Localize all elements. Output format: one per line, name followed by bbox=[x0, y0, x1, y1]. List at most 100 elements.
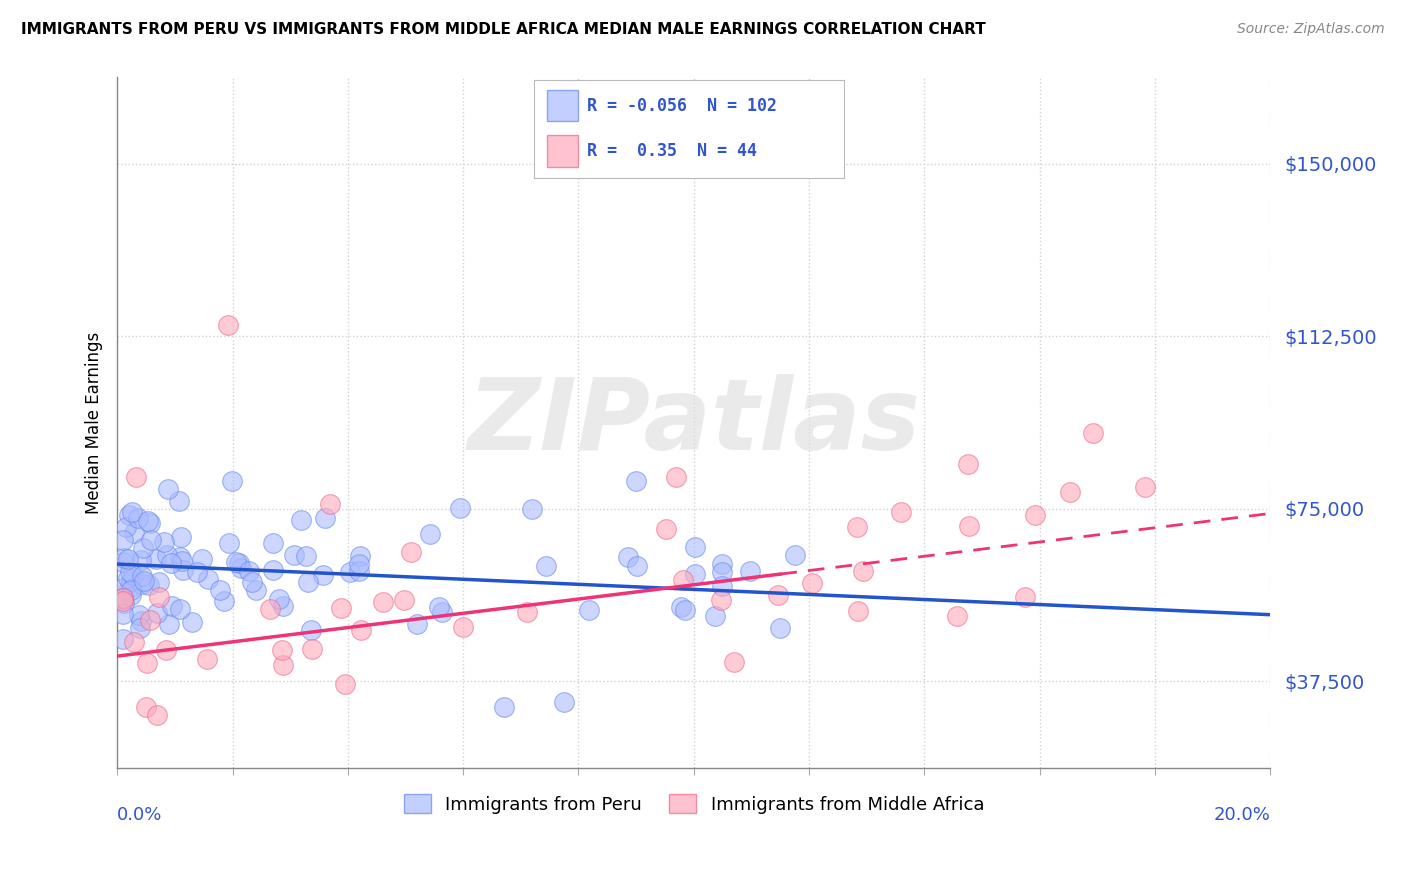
Point bbox=[451, 620, 474, 634]
Point bbox=[299, 624, 322, 638]
Point bbox=[221, 474, 243, 488]
Point bbox=[710, 593, 733, 607]
Point bbox=[218, 535, 240, 549]
Text: R = -0.056  N = 102: R = -0.056 N = 102 bbox=[586, 97, 778, 115]
Point bbox=[111, 607, 134, 622]
Point bbox=[349, 549, 371, 563]
Point bbox=[129, 615, 152, 629]
Point bbox=[350, 623, 373, 637]
Point bbox=[553, 695, 575, 709]
Point bbox=[242, 574, 264, 589]
Point bbox=[238, 565, 260, 579]
Point bbox=[626, 558, 648, 573]
Point bbox=[111, 582, 134, 596]
Point bbox=[117, 570, 139, 584]
Point bbox=[195, 652, 218, 666]
Text: R =  0.35  N = 44: R = 0.35 N = 44 bbox=[586, 142, 756, 160]
Point bbox=[136, 656, 159, 670]
Point bbox=[148, 591, 170, 605]
Point bbox=[120, 582, 142, 597]
Point bbox=[785, 548, 807, 562]
Point bbox=[169, 549, 191, 564]
Point bbox=[271, 599, 294, 614]
Point bbox=[132, 541, 155, 555]
Point bbox=[852, 564, 875, 578]
Point bbox=[121, 568, 143, 582]
Point bbox=[138, 516, 160, 530]
Point bbox=[578, 603, 600, 617]
Point bbox=[259, 601, 281, 615]
Point bbox=[172, 563, 194, 577]
Point bbox=[128, 607, 150, 622]
Text: Source: ZipAtlas.com: Source: ZipAtlas.com bbox=[1237, 22, 1385, 37]
Point bbox=[156, 482, 179, 496]
Point bbox=[738, 564, 761, 578]
Point bbox=[122, 526, 145, 541]
Point bbox=[146, 606, 169, 620]
Point bbox=[312, 567, 335, 582]
Point bbox=[846, 605, 869, 619]
Point bbox=[534, 559, 557, 574]
Point bbox=[186, 565, 208, 579]
Point bbox=[170, 529, 193, 543]
Point bbox=[624, 474, 647, 488]
Point bbox=[146, 707, 169, 722]
Point bbox=[520, 501, 543, 516]
Point bbox=[295, 549, 318, 563]
Point bbox=[117, 552, 139, 566]
Point bbox=[1024, 508, 1046, 522]
Point bbox=[212, 593, 235, 607]
Point bbox=[333, 676, 356, 690]
Point bbox=[160, 599, 183, 614]
Point bbox=[217, 318, 239, 332]
Point bbox=[160, 556, 183, 570]
Point bbox=[373, 595, 395, 609]
Point bbox=[131, 569, 153, 583]
Point bbox=[225, 555, 247, 569]
Point bbox=[283, 549, 305, 563]
Point bbox=[392, 593, 415, 607]
Point bbox=[723, 656, 745, 670]
Point bbox=[120, 574, 142, 588]
Point bbox=[115, 520, 138, 534]
Point bbox=[401, 545, 423, 559]
Point bbox=[125, 469, 148, 483]
Point bbox=[191, 551, 214, 566]
Y-axis label: Median Male Earnings: Median Male Earnings bbox=[86, 332, 103, 514]
Point bbox=[846, 520, 869, 534]
Point bbox=[145, 551, 167, 566]
Point bbox=[153, 535, 176, 549]
Point bbox=[704, 608, 727, 623]
Point bbox=[957, 519, 980, 533]
Point bbox=[269, 591, 291, 606]
Point bbox=[319, 498, 342, 512]
Point bbox=[271, 642, 294, 657]
Point bbox=[1135, 480, 1157, 494]
Point bbox=[297, 575, 319, 590]
Point bbox=[710, 579, 733, 593]
Point bbox=[432, 605, 454, 619]
Point bbox=[138, 578, 160, 592]
Point bbox=[449, 501, 471, 516]
Point bbox=[155, 642, 177, 657]
Point bbox=[131, 576, 153, 591]
Text: 20.0%: 20.0% bbox=[1213, 805, 1271, 823]
FancyBboxPatch shape bbox=[547, 136, 578, 167]
Point bbox=[683, 566, 706, 581]
Point bbox=[245, 583, 267, 598]
Point bbox=[139, 613, 162, 627]
Point bbox=[516, 606, 538, 620]
Point bbox=[419, 526, 441, 541]
Point bbox=[129, 621, 152, 635]
Point bbox=[112, 596, 135, 610]
Point bbox=[228, 556, 250, 570]
Point bbox=[135, 699, 157, 714]
Point bbox=[957, 457, 980, 471]
Point bbox=[120, 588, 142, 602]
Point bbox=[711, 557, 734, 571]
Point bbox=[769, 621, 792, 635]
Point bbox=[330, 600, 353, 615]
Point bbox=[801, 576, 824, 591]
Point bbox=[129, 552, 152, 566]
Point bbox=[229, 561, 252, 575]
